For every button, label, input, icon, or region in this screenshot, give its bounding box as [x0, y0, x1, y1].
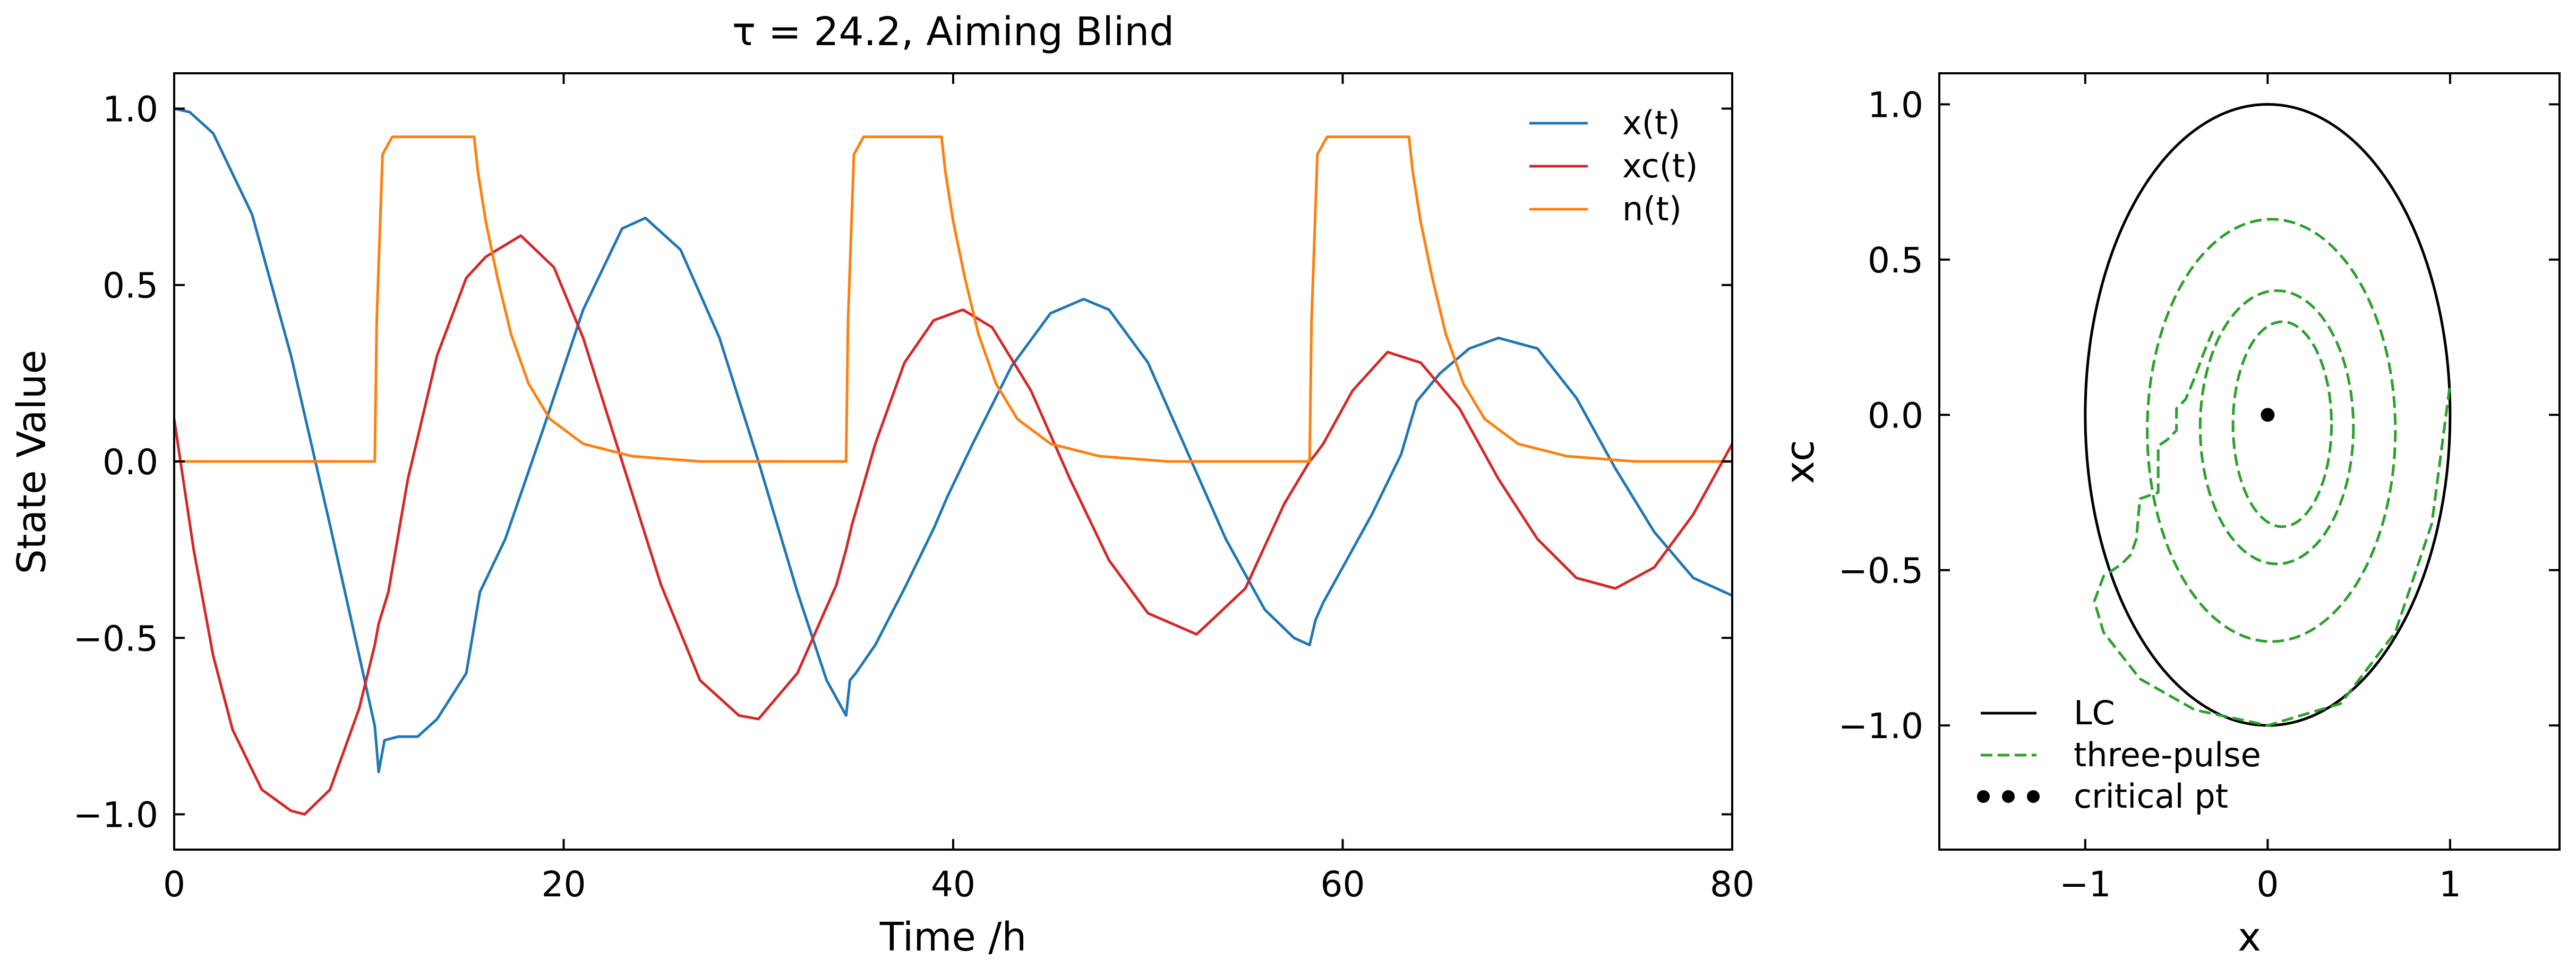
y-tick-label: 0.5 — [1868, 240, 1923, 281]
right-legend: LC three-pulse critical pt — [1977, 694, 2261, 816]
series-xc-t-line — [173, 234, 1734, 816]
series-three-pulse-orbit — [2198, 289, 2355, 566]
legend-marker-critical-pt — [1977, 790, 2040, 803]
right-series-group — [2084, 102, 2452, 727]
right-plot-frame — [1938, 72, 2561, 851]
left-legend: x(t) xc(t) n(t) — [1529, 104, 1698, 228]
y-tick-label: 1.0 — [1868, 84, 1923, 125]
series-three-pulse-orbit — [2146, 218, 2397, 643]
right-y-axis-label: xc — [1777, 440, 1823, 484]
legend-label-n: n(t) — [1622, 190, 1682, 228]
series-n-t-line — [174, 135, 1732, 463]
left-plot-frame — [173, 72, 1733, 851]
x-tick-label: 0 — [2256, 864, 2279, 905]
x-tick-label: 80 — [1710, 864, 1755, 905]
series-critical-pt-point — [2261, 408, 2275, 422]
left-y-axis-label: State Value — [9, 350, 55, 575]
x-tick-label: 1 — [2439, 864, 2461, 905]
legend-label-three-pulse: three-pulse — [2074, 735, 2261, 774]
y-tick-label: 1.0 — [102, 89, 158, 130]
x-tick-label: 40 — [931, 864, 975, 905]
right-x-ticks: −1 0 1 — [2059, 73, 2461, 905]
y-tick-label: −0.5 — [1838, 551, 1923, 592]
right-x-axis-label: x — [2238, 914, 2261, 960]
legend-label-lc: LC — [2074, 694, 2115, 732]
x-tick-label: 60 — [1321, 864, 1365, 905]
left-chart-title: τ = 24.2, Aiming Blind — [732, 9, 1174, 55]
y-tick-label: 0.0 — [102, 442, 158, 483]
y-tick-label: 0.0 — [1868, 395, 1923, 436]
series-three-pulse-orbit — [2231, 320, 2333, 528]
x-tick-label: −1 — [2059, 864, 2111, 905]
right-y-ticks: −1.0 −0.5 0.0 0.5 1.0 — [1838, 84, 2560, 747]
left-x-axis-label: Time /h — [879, 914, 1026, 960]
y-tick-label: −1.0 — [1838, 706, 1923, 747]
series-three-pulse-line — [2093, 330, 2452, 727]
left-series-group — [173, 107, 1734, 816]
left-chart: τ = 24.2, Aiming Blind 0 20 40 60 80 −1.0 −0.… — [9, 9, 1755, 960]
y-tick-label: −0.5 — [73, 618, 158, 659]
series-x-t-line — [174, 107, 1733, 774]
y-tick-label: −1.0 — [73, 795, 158, 836]
left-x-ticks: 0 20 40 60 80 — [163, 73, 1755, 905]
left-y-ticks: −1.0 −0.5 0.0 0.5 1.0 — [73, 89, 1732, 836]
legend-label-critical-pt: critical pt — [2074, 777, 2228, 816]
legend-label-x: x(t) — [1622, 104, 1680, 142]
y-tick-label: 0.5 — [102, 266, 158, 306]
x-tick-label: 20 — [542, 864, 586, 905]
x-tick-label: 0 — [163, 864, 185, 905]
legend-label-xc: xc(t) — [1622, 147, 1698, 185]
right-chart: −1 0 1 −1.0 −0.5 0.0 0.5 1.0 x xc LC three-pul… — [1777, 72, 2561, 960]
